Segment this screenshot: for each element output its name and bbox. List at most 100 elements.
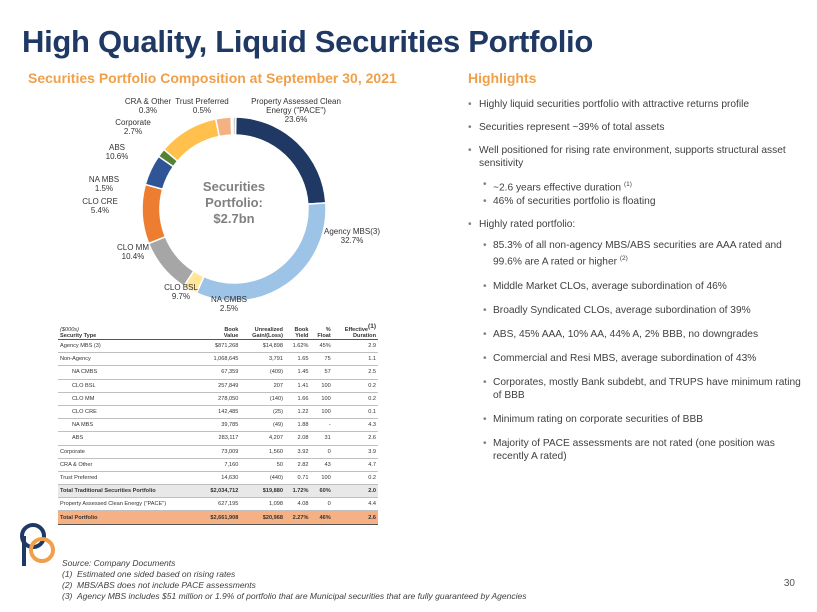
slice-label: Corporate 2.7% bbox=[115, 118, 151, 136]
table-cell: 100 bbox=[310, 392, 333, 406]
table-cell: 0.2 bbox=[332, 471, 378, 486]
securities-table: ($000s) Security Type Book Value Unrealized G… bbox=[58, 322, 378, 525]
table-cell: 1,560 bbox=[240, 445, 285, 459]
slice-label: Agency MBS(3) 32.7% bbox=[324, 227, 380, 245]
table-cell: 2.82 bbox=[284, 458, 311, 472]
table-cell: (440) bbox=[240, 471, 285, 486]
row-label: NA MBS bbox=[58, 418, 200, 433]
slice-label: NA CMBS 2.5% bbox=[211, 295, 247, 313]
table-cell: 0.2 bbox=[332, 379, 378, 393]
table-cell: (140) bbox=[240, 392, 285, 406]
highlight-subitem: 85.3% of all non-agency MBS/ABS securiti… bbox=[479, 239, 805, 268]
table-cell: 0.2 bbox=[332, 392, 378, 406]
slice-abs bbox=[162, 117, 221, 163]
slice-label: ABS 10.6% bbox=[106, 143, 129, 161]
table-cell: 7,160 bbox=[199, 458, 241, 472]
row-label: Property Assessed Clean Energy ("PACE") bbox=[58, 497, 200, 512]
page-title: High Quality, Liquid Securities Portfoli… bbox=[22, 24, 593, 59]
table-cell: (409) bbox=[240, 365, 285, 380]
table-header: ($000s) Security Type bbox=[58, 322, 200, 340]
highlight-item: Well positioned for rising rate environm… bbox=[465, 144, 805, 208]
table-header: Effective(1) Duration bbox=[332, 322, 378, 340]
row-label: Non-Agency bbox=[58, 352, 200, 367]
highlight-subitem: ~2.6 years effective duration (1) bbox=[479, 178, 805, 194]
table-row: CLO CRE 142,485 (25) 1.22 100 0.1 bbox=[58, 405, 378, 420]
row-label: Total Traditional Securities Portfolio bbox=[58, 484, 200, 499]
row-label: CLO BSL bbox=[58, 379, 200, 393]
slice-label: CRA & Other 0.3% bbox=[125, 97, 172, 115]
table-cell: 39,785 bbox=[199, 418, 241, 433]
table-row: CRA & Other 7,160 50 2.82 43 4.7 bbox=[58, 458, 378, 472]
table-cell: 100 bbox=[310, 379, 333, 393]
table-cell: 2.08 bbox=[284, 431, 311, 446]
row-label: Total Portfolio bbox=[58, 510, 200, 525]
table-cell: 31 bbox=[310, 431, 333, 446]
highlight-subitem: Commercial and Resi MBS, average subordi… bbox=[479, 352, 805, 365]
table-row: NA MBS 39,785 (49) 1.88-4.3 bbox=[58, 418, 378, 433]
table-row: Agency MBS (3) $871,268 $14,898 1.62% 45% 2.9 bbox=[58, 339, 378, 354]
slice-label: Property Assessed Clean Energy ("PACE") 23… bbox=[251, 97, 341, 124]
donut-center-label: $2.7bn bbox=[213, 211, 254, 226]
highlight-subitem: Corporates, mostly Bank subdebt, and TRU… bbox=[479, 376, 805, 402]
table-cell: 14,630 bbox=[199, 471, 241, 486]
chart-subtitle: Securities Portfolio Composition at Sept… bbox=[28, 70, 397, 86]
table-cell: 75 bbox=[310, 352, 333, 367]
highlight-item: Highly liquid securities portfolio with … bbox=[465, 98, 805, 111]
table-cell: 50 bbox=[240, 458, 285, 472]
table-cell: 4.7 bbox=[332, 458, 378, 472]
highlight-subitem: 46% of securities portfolio is floating bbox=[479, 195, 805, 208]
table-header-row: ($000s) Security Type Book Value Unrealized G… bbox=[58, 322, 378, 340]
table-cell: 1.22 bbox=[284, 405, 311, 420]
highlight-subitem: Minimum rating on corporate securities o… bbox=[479, 413, 805, 426]
table-cell: $20,968 bbox=[240, 510, 285, 525]
highlight-subitem: ABS, 45% AAA, 10% AA, 44% A, 2% BBB, no … bbox=[479, 328, 805, 341]
table-cell: 100 bbox=[310, 405, 333, 420]
table-cell: 4.08 bbox=[284, 497, 311, 512]
row-label: CLO CRE bbox=[58, 405, 200, 420]
donut-center-label: Portfolio: bbox=[205, 195, 263, 210]
table-cell: - bbox=[310, 418, 333, 433]
table-cell: 4,207 bbox=[240, 431, 285, 446]
company-logo bbox=[20, 523, 55, 566]
table-row: CLO BSL 257,849 207 1.41 100 0.2 bbox=[58, 379, 378, 393]
donut-center-label: Securities bbox=[203, 179, 265, 194]
table-cell: 1.41 bbox=[284, 379, 311, 393]
row-label: CLO MM bbox=[58, 392, 200, 406]
slice-label: CLO BSL 9.7% bbox=[164, 283, 198, 301]
table-row: Corporate 73,009 1,560 3.92 0 3.9 bbox=[58, 445, 378, 459]
footnote: (2) MBS/ABS does not include PACE assessm… bbox=[62, 580, 256, 590]
table-header: Unrealized Gain/(Loss) bbox=[240, 322, 285, 340]
table-cell: $2,034,712 bbox=[199, 484, 241, 499]
table-row: Total Traditional Securities Portfolio $2… bbox=[58, 484, 378, 499]
table-cell: 1.62% bbox=[284, 339, 311, 354]
table-header: Book Yield bbox=[284, 322, 311, 340]
table-cell: 627,195 bbox=[199, 497, 241, 512]
source-note: Source: Company Documents bbox=[62, 558, 176, 568]
slice-clo-bsl bbox=[147, 235, 195, 288]
table-header: Book Value bbox=[199, 322, 241, 340]
table-cell: 1,098 bbox=[240, 497, 285, 512]
table-row: NA CMBS 67,359 (409) 1.45 57 2.5 bbox=[58, 365, 378, 380]
footer-notes: Source: Company Documents (1) Estimated o… bbox=[62, 558, 526, 602]
table-cell: (25) bbox=[240, 405, 285, 420]
table-row: Trust Preferred 14,630 (440) 0.71 100 0.2 bbox=[58, 471, 378, 486]
table-cell: 283,117 bbox=[199, 431, 241, 446]
table-cell: 2.0 bbox=[332, 484, 378, 499]
table-cell: 0.1 bbox=[332, 405, 378, 420]
page-number: 30 bbox=[783, 578, 795, 589]
table-cell: 3,791 bbox=[240, 352, 285, 367]
table-cell: 257,849 bbox=[199, 379, 241, 393]
table-cell: 60% bbox=[310, 484, 333, 499]
table-cell: $2,661,908 bbox=[199, 510, 241, 525]
table-cell: 1.1 bbox=[332, 352, 378, 367]
table-cell: 3.92 bbox=[284, 445, 311, 459]
row-label: CRA & Other bbox=[58, 458, 200, 472]
row-label: Trust Preferred bbox=[58, 471, 200, 486]
highlight-subitem: Middle Market CLOs, average subordinatio… bbox=[479, 280, 805, 293]
slice-label: Trust Preferred 0.5% bbox=[175, 97, 229, 115]
table-cell: 57 bbox=[310, 365, 333, 380]
table-cell: 3.9 bbox=[332, 445, 378, 459]
row-label: ABS bbox=[58, 431, 200, 446]
table-cell: 1.72% bbox=[284, 484, 311, 499]
table-cell: 45% bbox=[310, 339, 333, 354]
